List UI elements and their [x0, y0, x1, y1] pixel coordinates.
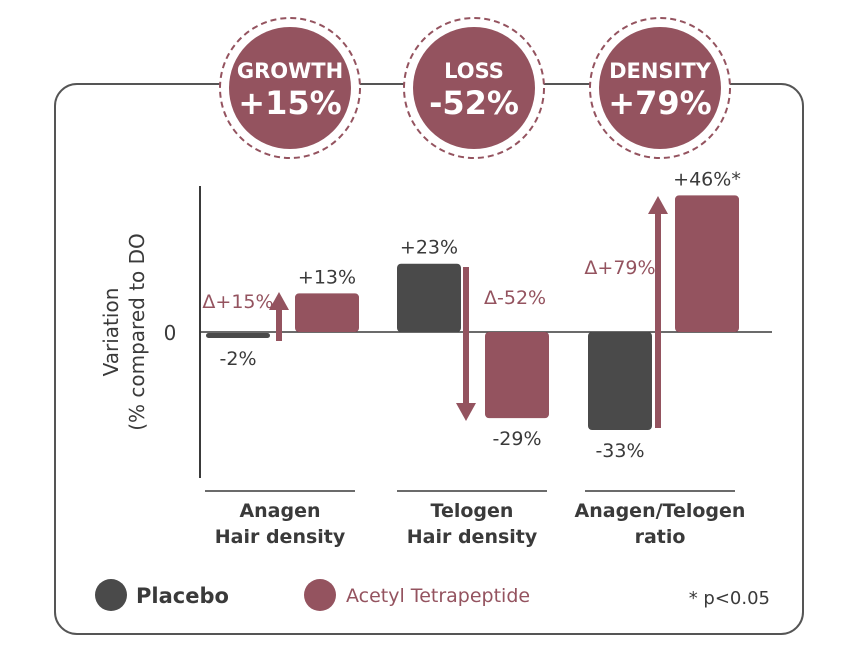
chart-frame: [54, 83, 804, 635]
delta-label: Δ+79%: [584, 257, 655, 279]
legend-label-placebo: Placebo: [136, 584, 229, 608]
delta-label: Δ+15%: [202, 291, 273, 313]
placebo-value-label-2: +23%: [400, 237, 458, 259]
active-value-label-2: -29%: [492, 428, 541, 450]
category-label: Anagen: [239, 500, 320, 522]
category-labels: Anagen Hair density Telogen Hair density Ana…: [205, 490, 746, 548]
category-label: Hair density: [215, 526, 346, 548]
category-label: Telogen: [431, 500, 514, 522]
category-label: ratio: [635, 526, 686, 548]
zero-tick-label: 0: [164, 321, 177, 345]
delta-arrow-head: [648, 196, 668, 214]
delta-arrow-head: [269, 292, 289, 310]
delta-arrow-head: [456, 403, 476, 421]
badge-label: DENSITY: [609, 59, 712, 83]
active-bar-1: [295, 293, 359, 332]
legend-swatch-placebo: [95, 579, 127, 611]
badge-value: +15%: [238, 84, 341, 122]
legend-swatch-active: [304, 579, 336, 611]
badge-value: +79%: [608, 84, 711, 122]
delta-arrow-2: Δ-52%: [456, 267, 546, 421]
delta-arrows: Δ+15% Δ-52% Δ+79%: [202, 196, 668, 428]
badge-density: DENSITY+79%: [589, 17, 731, 159]
delta-arrow-3: Δ+79%: [584, 196, 668, 428]
legend: Placebo Acetyl Tetrapeptide * p<0.05: [95, 579, 770, 611]
badge-loss: LOSS-52%: [403, 17, 545, 159]
badge-label: LOSS: [444, 59, 504, 83]
category-label: Hair density: [407, 526, 538, 548]
y-axis-label-line: (% compared to DO: [125, 233, 149, 431]
active-bar-3: [675, 195, 739, 332]
badge-circle: [413, 27, 535, 149]
placebo-bar-1: [206, 333, 270, 338]
badge-label: GROWTH: [237, 59, 343, 83]
delta-arrow-1: Δ+15%: [202, 291, 289, 341]
y-axis-label-line: Variation: [99, 288, 123, 377]
placebo-bar-3: [588, 332, 652, 431]
footnote: * p<0.05: [689, 588, 770, 609]
placebo-value-label-1: -2%: [220, 348, 257, 370]
category-label: Anagen/Telogen: [575, 500, 746, 522]
active-value-label-1: +13%: [298, 266, 356, 288]
badge-growth: GROWTH+15%: [219, 17, 361, 159]
placebo-value-label-3: -33%: [595, 440, 644, 462]
badge-circle: [599, 27, 721, 149]
delta-label: Δ-52%: [484, 287, 546, 309]
badge-circle: [229, 27, 351, 149]
data-labels: -2% +23% -33% +13% -29% +46%*: [220, 168, 741, 462]
legend-label-active: Acetyl Tetrapeptide: [346, 585, 530, 607]
summary-badges: GROWTH+15% LOSS-52% DENSITY+79%: [219, 17, 731, 159]
axes: 0 Variation (% compared to DO: [99, 186, 772, 478]
y-axis-label: Variation (% compared to DO: [99, 233, 149, 431]
placebo-bar-2: [397, 263, 461, 332]
badge-value: -52%: [429, 84, 519, 122]
active-bar-2: [485, 332, 549, 419]
bars: [206, 195, 739, 431]
active-value-label-3: +46%*: [673, 168, 741, 190]
